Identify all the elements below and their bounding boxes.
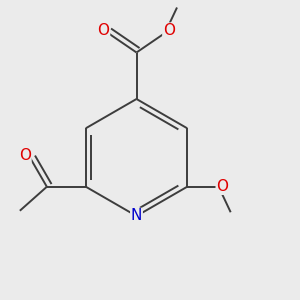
Text: O: O xyxy=(216,179,228,194)
Text: O: O xyxy=(19,148,31,163)
Text: N: N xyxy=(131,208,142,224)
Text: O: O xyxy=(163,23,175,38)
Text: O: O xyxy=(98,23,110,38)
